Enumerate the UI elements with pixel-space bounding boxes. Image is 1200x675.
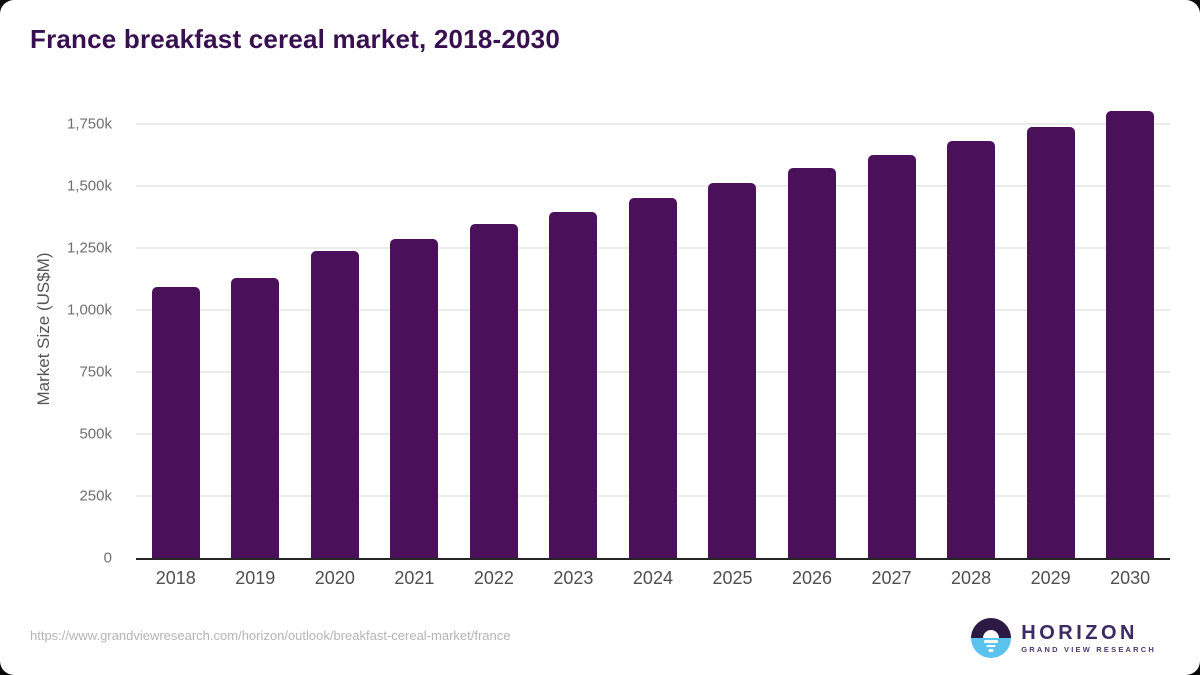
bar-column: [931, 100, 1011, 558]
logo-text: HORIZON GRAND VIEW RESEARCH: [1021, 623, 1156, 654]
bar-column: [534, 100, 614, 558]
x-tick-label: 2029: [1030, 568, 1071, 588]
y-tick-label: 1,000k: [66, 301, 112, 319]
water-ripple-icon: [984, 640, 999, 643]
bar-2019: [231, 277, 280, 558]
y-tick-label: 750k: [79, 363, 112, 381]
y-axis-tick-labels: 0 250k 500k 750k 1,000k 1,250k 1,500k 1,750k: [0, 100, 124, 565]
water-ripple-icon: [986, 644, 996, 647]
x-tick-label: 2022: [473, 568, 514, 588]
x-tick-label: 2026: [791, 568, 833, 588]
gridline: [136, 122, 1170, 125]
bar-2030: [1106, 111, 1155, 558]
y-tick-label: 1,250k: [66, 239, 112, 257]
x-tick-label: 2023: [553, 568, 594, 588]
bar-column: [1090, 100, 1170, 558]
bar-column: [136, 100, 216, 558]
bar-2023: [549, 211, 598, 558]
x-tick-label: 2018: [155, 568, 196, 588]
x-tick-label: 2021: [394, 568, 435, 588]
bar-column: [295, 100, 375, 558]
water-ripple-icon: [988, 649, 994, 652]
bar-column: [216, 100, 296, 558]
gridline: [136, 184, 1170, 187]
bar-column: [772, 100, 852, 558]
horizon-sunset-circle-icon: [971, 618, 1012, 658]
bar-2026: [788, 168, 837, 558]
bar-series: [136, 100, 1170, 558]
source-url: https://www.grandviewresearch.com/horizo…: [30, 628, 511, 643]
plot-area: [136, 100, 1170, 560]
bar-2024: [628, 198, 677, 558]
x-tick-label: 2024: [632, 568, 673, 588]
bar-2027: [867, 154, 916, 558]
x-tick-label: 2025: [712, 568, 753, 588]
bar-column: [852, 100, 932, 558]
bar-column: [454, 100, 534, 558]
x-axis-tick-labels: 2018 2019 2020 2021 2022 2023 2024 2025 2026 2027…: [136, 568, 1170, 589]
chart-title: France breakfast cereal market, 2018-203…: [30, 24, 560, 54]
sun-icon: [983, 630, 1000, 638]
bar-column: [613, 100, 693, 558]
x-tick-label: 2028: [951, 568, 992, 588]
x-tick-label: 2027: [871, 568, 912, 588]
logo-subtitle: GRAND VIEW RESEARCH: [1021, 644, 1156, 654]
bar-2021: [390, 239, 439, 558]
bar-2022: [469, 224, 518, 558]
bar-column: [693, 100, 773, 558]
y-tick-label: 1,500k: [66, 177, 112, 195]
bar-2018: [151, 287, 200, 558]
bar-2025: [708, 183, 757, 558]
bar-2028: [947, 140, 996, 558]
y-tick-label: 250k: [79, 487, 112, 505]
y-tick-label: 0: [103, 549, 112, 567]
x-tick-label: 2019: [235, 568, 276, 588]
bar-2029: [1026, 127, 1075, 558]
y-tick-label: 500k: [79, 425, 112, 443]
logo-name: HORIZON: [1021, 621, 1138, 644]
x-tick-label: 2030: [1110, 568, 1151, 588]
x-tick-label: 2020: [314, 568, 355, 588]
horizon-logo: HORIZON GRAND VIEW RESEARCH: [971, 618, 1156, 658]
bar-column: [375, 100, 455, 558]
bar-2020: [310, 251, 359, 558]
y-tick-label: 1,750k: [66, 115, 112, 133]
bar-column: [1011, 100, 1091, 558]
